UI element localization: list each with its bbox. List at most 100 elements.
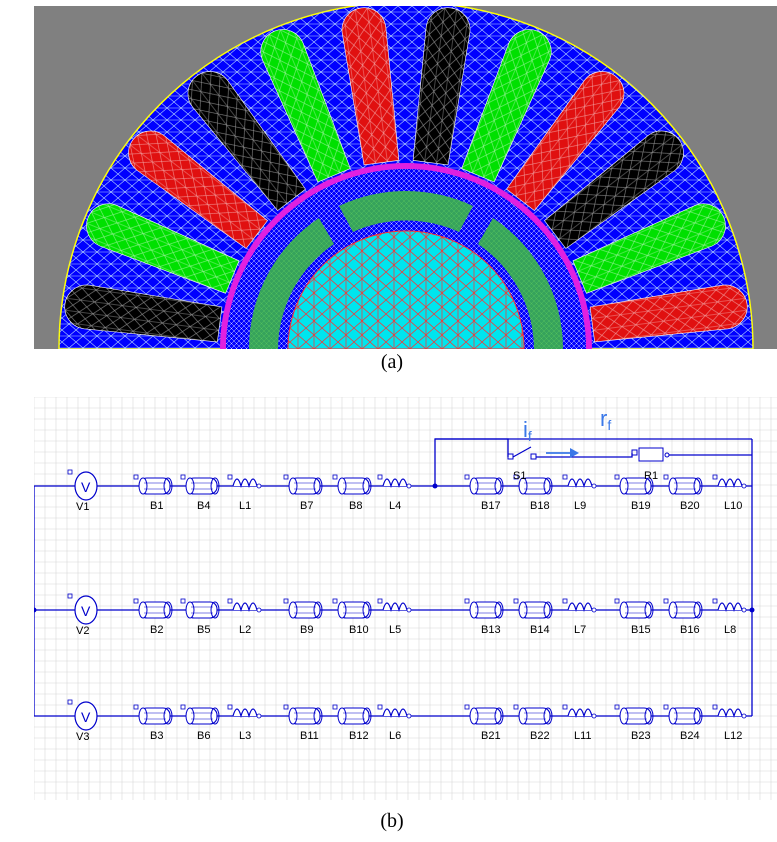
inductor (227, 704, 262, 719)
coil-block (332, 474, 372, 495)
rotor-pole-left (248, 218, 334, 349)
fem-mesh-panel (34, 6, 777, 349)
component-label: B7 (300, 500, 313, 512)
component-label: B15 (631, 624, 651, 636)
current-arrow (546, 448, 579, 458)
voltage-source: V (67, 593, 98, 625)
circuit-row: V V3 B3 B6 L3 B11 B12 L6 B21 B22 L11 B23 B24 L12 (34, 699, 752, 743)
stator-slot (461, 29, 552, 183)
svg-text:V: V (81, 603, 91, 619)
voltage-source: V (67, 699, 98, 731)
coil-block (283, 474, 323, 495)
inductor (377, 704, 412, 719)
stator-slot (86, 203, 240, 294)
component-label: B6 (197, 730, 210, 742)
component-label: B20 (680, 500, 700, 512)
circuit-row: V V2 B2 B5 L2 B9 B10 L5 B13 B14 L7 B15 B16 L8 (34, 593, 752, 637)
coil-block (180, 704, 220, 725)
inductor (377, 474, 412, 489)
stator-slot (412, 7, 471, 166)
component-label: B22 (530, 730, 550, 742)
component-label: L1 (239, 500, 251, 512)
source-label: V3 (76, 731, 89, 743)
component-label: B16 (680, 624, 700, 636)
component-label: B2 (150, 624, 163, 636)
inductor (712, 474, 747, 489)
component-label: B4 (197, 500, 210, 512)
component-label: B18 (530, 500, 550, 512)
coil-block (464, 704, 504, 725)
stator-slot (544, 130, 684, 249)
circuit-wires (34, 438, 755, 716)
circuit-rows: V V1 B1 B4 L1 B7 B8 L4 B17 B18 L9 B19 B20 L10 V V2 B2 B5 L… (34, 469, 752, 743)
inductor (562, 704, 597, 719)
rotor-core-mesh (288, 231, 524, 349)
component-label: L3 (239, 730, 251, 742)
inductor (227, 598, 262, 613)
coil-block (663, 704, 703, 725)
component-label: L2 (239, 624, 251, 636)
stator-slot (589, 284, 748, 343)
coil-block (283, 704, 323, 725)
coil-block (464, 474, 504, 495)
current-annotation: if (523, 417, 532, 444)
component-label: L12 (724, 730, 742, 742)
coil-block (283, 598, 323, 619)
stator-slot (506, 71, 625, 211)
component-label: B19 (631, 500, 651, 512)
voltage-source: V (67, 469, 98, 501)
caption-b: (b) (380, 810, 404, 832)
caption-a: (a) (380, 351, 404, 373)
component-label: B1 (150, 500, 163, 512)
stator-slot (128, 130, 268, 249)
rotor-pole-top (339, 190, 473, 232)
component-label: B10 (349, 624, 369, 636)
inductor (562, 474, 597, 489)
coil-block (332, 704, 372, 725)
component-label: B24 (680, 730, 700, 742)
component-label: L10 (724, 500, 742, 512)
coil-block (663, 474, 703, 495)
svg-text:V: V (81, 709, 91, 725)
coil-block (513, 704, 553, 725)
coil-block (614, 704, 654, 725)
fault-switch (507, 446, 537, 460)
inductor (712, 704, 747, 719)
coil-block (180, 598, 220, 619)
component-label: B3 (150, 730, 163, 742)
inductor (712, 598, 747, 613)
rotor-ring-mesh (226, 169, 586, 349)
component-label: B8 (349, 500, 362, 512)
component-label: L9 (574, 500, 586, 512)
inductor (562, 598, 597, 613)
coil-block (180, 474, 220, 495)
coil-block (614, 598, 654, 619)
coil-block (513, 598, 553, 619)
component-label: B14 (530, 624, 550, 636)
component-label: L5 (389, 624, 401, 636)
circuit-row: V V1 B1 B4 L1 B7 B8 L4 B17 B18 L9 B19 B20 L10 (34, 469, 752, 513)
inductor (227, 474, 262, 489)
fault-resistor (631, 447, 670, 462)
coil-block (332, 598, 372, 619)
component-label: B21 (481, 730, 501, 742)
component-label: B12 (349, 730, 369, 742)
stator-slot (187, 71, 306, 211)
coil-block (614, 474, 654, 495)
component-label: L8 (724, 624, 736, 636)
stator-slots (64, 7, 748, 343)
component-label: L11 (574, 730, 592, 742)
component-label: B11 (300, 730, 319, 742)
stator-slot (341, 7, 400, 166)
switch-label: S1 (513, 470, 526, 482)
svg-text:V: V (81, 479, 91, 495)
resistor-label: R1 (644, 470, 658, 482)
coil-block (513, 474, 553, 495)
coil-block (133, 704, 173, 725)
component-label: B23 (631, 730, 651, 742)
component-label: L4 (389, 500, 401, 512)
coil-block (663, 598, 703, 619)
schematic-grid (34, 397, 777, 800)
rotor-pole-right (478, 218, 564, 349)
source-label: V1 (76, 501, 89, 513)
